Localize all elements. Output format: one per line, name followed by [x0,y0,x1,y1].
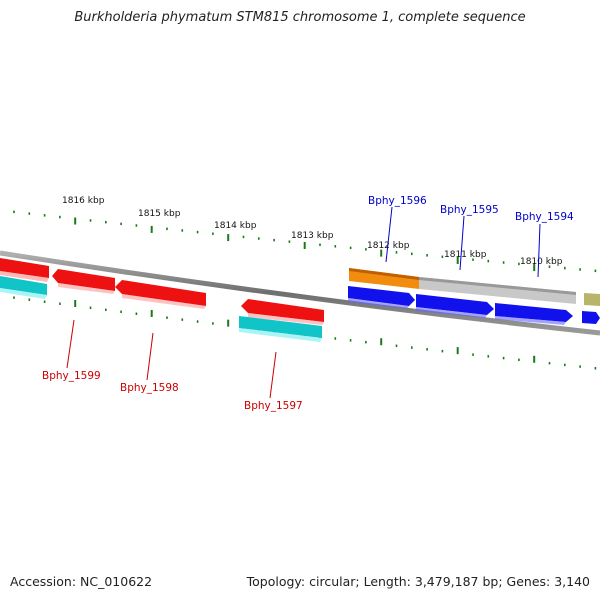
gene-label-bphy-1597[interactable]: Bphy_1597 [244,400,303,412]
gene-blue-4[interactable] [582,311,600,324]
gene-label-bphy-1598[interactable]: Bphy_1598 [120,382,179,394]
gene-blue-2-shade [416,307,487,318]
scale-label-1811: 1811 kbp [444,250,487,260]
gene-blue-1[interactable] [348,286,415,306]
scale-ticks-upper [13,210,597,273]
gene-red-4-shade [248,313,324,325]
gene-red-3[interactable] [115,280,206,306]
gene-blue-3[interactable] [495,303,573,322]
scale-label-1812: 1812 kbp [367,241,410,251]
gene-blue-3-shade [495,316,566,325]
gene-cyan-1-shade [0,288,47,299]
gene-label-bphy-1595[interactable]: Bphy_1595 [440,204,499,216]
chromosome-backbone [0,250,600,336]
scale-label-1814: 1814 kbp [214,221,257,231]
gene-gray-top [419,277,576,295]
gene-blue-2[interactable] [416,294,494,315]
gene-red-2[interactable] [52,269,115,291]
genome-summary-text: Topology: circular; Length: 3,479,187 bp… [246,574,590,589]
scale-label-1815: 1815 kbp [138,209,181,219]
gene-red-4[interactable] [241,299,324,322]
gene-cyan-2[interactable] [239,316,322,338]
leader-lines-blue [385,206,541,278]
gene-blue-1-shade [348,298,409,309]
gene-red-1[interactable] [0,258,49,278]
gene-orange-top [349,268,419,280]
gene-cyan-1[interactable] [0,276,47,295]
scale-label-1813: 1813 kbp [291,231,334,241]
gene-label-bphy-1596[interactable]: Bphy_1596 [368,195,427,207]
gene-label-bphy-1599[interactable]: Bphy_1599 [42,370,101,382]
gene-red-1-shade [0,271,49,282]
gene-red-2-shade [58,283,115,294]
map-title: Burkholderia phymatum STM815 chromosome … [74,10,526,25]
gene-cyan-2-shade [239,328,322,342]
gene-label-bphy-1594[interactable]: Bphy_1594 [515,211,574,223]
gene-olive[interactable] [584,293,600,306]
gene-red-3-shade [122,294,206,309]
scale-label-1816: 1816 kbp [62,196,105,206]
leader-lines-red [66,319,277,399]
accession-text: Accession: NC_010622 [10,574,153,589]
scale-label-1810: 1810 kbp [520,257,563,267]
